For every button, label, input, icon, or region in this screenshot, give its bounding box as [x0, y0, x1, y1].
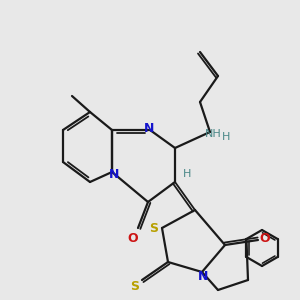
Text: S: S [130, 280, 140, 292]
Text: O: O [260, 232, 270, 244]
Text: N: N [144, 122, 154, 134]
Text: NH: NH [205, 129, 221, 139]
Text: O: O [128, 232, 138, 244]
Text: N: N [198, 269, 208, 283]
Text: N: N [109, 169, 119, 182]
Text: H: H [222, 132, 230, 142]
Text: H: H [183, 169, 191, 179]
Text: S: S [149, 223, 158, 236]
